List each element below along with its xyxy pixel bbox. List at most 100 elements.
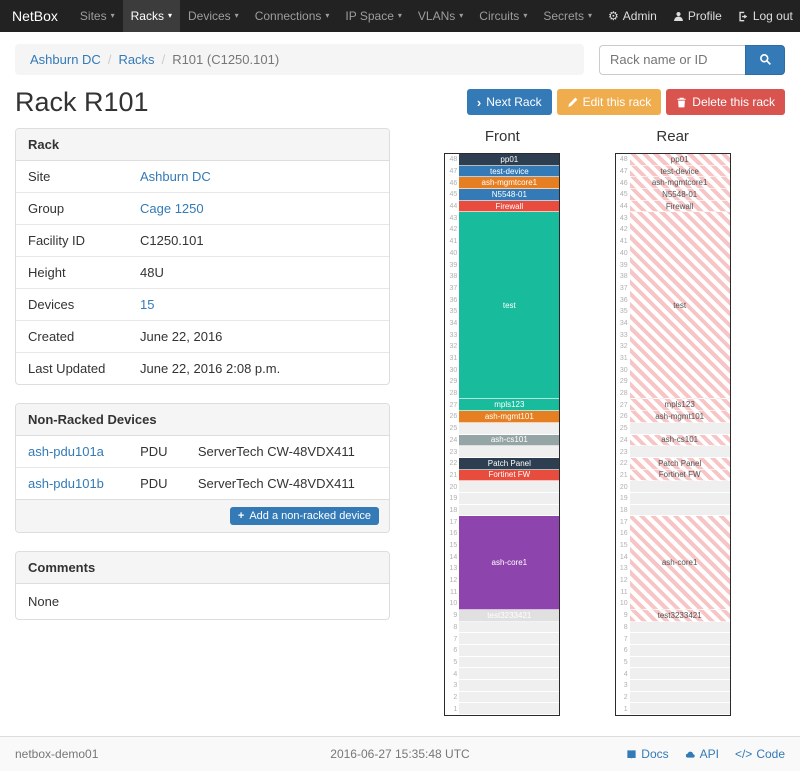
edit-rack-button[interactable]: Edit this rack <box>556 89 662 115</box>
rack-device-fortinet-fw-front[interactable]: Fortinet FW <box>459 469 560 482</box>
rack-device-ash-cs101-front[interactable]: ash-cs101 <box>459 434 560 447</box>
rack-device-ash-mgmtcore1-front[interactable]: ash-mgmtcore1 <box>459 177 560 190</box>
unit-number: 41 <box>449 238 458 246</box>
rack-device-test-device-rear[interactable]: test-device <box>629 165 730 178</box>
unit-number: 31 <box>619 355 628 363</box>
rack-attr-row-facility-id: Facility ID C1250.101 <box>16 224 389 257</box>
unit-number: 24 <box>449 436 458 444</box>
caret-down-icon: ▾ <box>110 11 115 20</box>
nav-item-racks[interactable]: Racks ▾ <box>122 0 180 32</box>
unit-number: 3 <box>453 682 458 690</box>
caret-down-icon: ▾ <box>234 11 239 20</box>
rack-slot-empty <box>629 703 730 715</box>
nav-item-sites[interactable]: Sites ▾ <box>79 9 115 23</box>
device-link[interactable]: ash-pdu101a <box>28 444 104 459</box>
rack-device-pp01-rear[interactable]: pp01 <box>629 154 730 166</box>
rack-device-n5548-01-rear[interactable]: N5548-01 <box>629 189 730 201</box>
unit-number: 33 <box>619 331 628 339</box>
rack-device-patch-panel-rear[interactable]: Patch Panel <box>629 457 730 470</box>
unit-number: 27 <box>619 401 628 409</box>
user-icon <box>673 11 684 22</box>
nav-item-profile[interactable]: Profile <box>665 0 730 32</box>
attr-value: Ashburn DC <box>128 161 389 193</box>
rack-slot-empty <box>459 481 560 493</box>
rack-device-ash-core1-front[interactable]: ash-core1 <box>459 516 560 610</box>
nav-item-vlans[interactable]: VLANs ▾ <box>417 9 464 23</box>
rack-device-test3233421-front[interactable]: test3233421 <box>459 609 560 622</box>
attr-value-link[interactable]: 15 <box>140 297 155 312</box>
unit-number: 10 <box>449 600 458 608</box>
rack-device-test-rear[interactable]: test <box>629 212 730 400</box>
rack-slot-empty <box>629 644 730 657</box>
rack-device-mpls123-front[interactable]: mpls123 <box>459 399 560 412</box>
nav-item-secrets[interactable]: Secrets ▾ <box>543 9 593 23</box>
nav-item-ip-space[interactable]: IP Space ▾ <box>345 9 402 23</box>
breadcrumb-item-r101-c1250-101-: R101 (C1250.101) <box>172 52 280 67</box>
unit-number: 6 <box>623 647 628 655</box>
breadcrumb-item-racks[interactable]: Racks <box>118 52 155 67</box>
rack-device-firewall-rear[interactable]: Firewall <box>629 200 730 213</box>
device-link[interactable]: ash-pdu101b <box>28 476 104 491</box>
unit-number: 36 <box>619 296 628 304</box>
device-type: ServerTech CW-48VDX411 <box>185 467 389 499</box>
breadcrumb-item-ashburn-dc[interactable]: Ashburn DC <box>30 52 101 67</box>
unit-number: 47 <box>449 168 458 176</box>
unit-number: 8 <box>623 623 628 631</box>
rack-device-fortinet-fw-rear[interactable]: Fortinet FW <box>629 469 730 482</box>
attr-value-link[interactable]: Ashburn DC <box>140 169 211 184</box>
footer-link-code[interactable]: </> Code <box>734 747 786 761</box>
rack-device-test3233421-rear[interactable]: test3233421 <box>629 609 730 622</box>
rack-device-pp01-front[interactable]: pp01 <box>459 154 560 166</box>
rack-device-firewall-front[interactable]: Firewall <box>459 200 560 213</box>
device-role: PDU <box>128 467 186 499</box>
rack-device-test-front[interactable]: test <box>459 212 560 400</box>
unit-number: 28 <box>619 390 628 398</box>
attr-value-link[interactable]: Cage 1250 <box>140 201 204 216</box>
nav-item-log-out[interactable]: Log out <box>730 0 800 32</box>
unit-number: 2 <box>623 693 628 701</box>
rack-slot-empty <box>459 703 560 715</box>
rack-device-n5548-01-front[interactable]: N5548-01 <box>459 189 560 201</box>
rack-slot-empty <box>459 621 560 634</box>
nav-item-devices[interactable]: Devices ▾ <box>187 9 239 23</box>
rack-device-ash-cs101-rear[interactable]: ash-cs101 <box>629 434 730 447</box>
nav-item-admin[interactable]: ⚙ Admin <box>608 9 657 23</box>
rack-device-ash-mgmt101-rear[interactable]: ash-mgmt101 <box>629 411 730 423</box>
rack-device-ash-mgmtcore1-rear[interactable]: ash-mgmtcore1 <box>629 177 730 190</box>
unit-number: 14 <box>619 553 628 561</box>
rack-device-test-device-front[interactable]: test-device <box>459 165 560 178</box>
rack-device-mpls123-rear[interactable]: mpls123 <box>629 399 730 412</box>
breadcrumb-separator: / <box>107 52 112 67</box>
caret-down-icon: ▾ <box>325 11 330 20</box>
rack-device-ash-mgmt101-front[interactable]: ash-mgmt101 <box>459 411 560 423</box>
nonracked-panel-title: Non-Racked Devices <box>16 404 389 436</box>
rack-panel: Rack Site Ashburn DC Group Cage 1250 Facilit… <box>15 128 390 385</box>
unit-number: 10 <box>619 600 628 608</box>
unit-number: 4 <box>623 670 628 678</box>
add-nonracked-device-button[interactable]: + Add a non-racked device <box>229 507 379 525</box>
rack-device-ash-core1-rear[interactable]: ash-core1 <box>629 516 730 610</box>
footer-link-docs[interactable]: Docs <box>626 747 669 761</box>
footer-link-api[interactable]: API <box>685 747 719 761</box>
delete-rack-button[interactable]: Delete this rack <box>666 89 785 115</box>
caret-down-icon: ▾ <box>167 11 172 20</box>
nav-item-connections[interactable]: Connections ▾ <box>254 9 330 23</box>
cloud-icon <box>685 749 696 760</box>
nav-item-circuits[interactable]: Circuits ▾ <box>479 9 528 23</box>
rack-attr-row-group: Group Cage 1250 <box>16 192 389 225</box>
next-rack-button[interactable]: › Next Rack <box>466 89 552 115</box>
search-input[interactable] <box>599 44 745 75</box>
search-button[interactable] <box>745 44 785 75</box>
brand[interactable]: NetBox <box>12 8 58 24</box>
footer-timestamp: 2016-06-27 15:35:48 UTC <box>330 747 470 761</box>
unit-number: 12 <box>449 577 458 585</box>
page-footer: netbox-demo01 2016-06-27 15:35:48 UTC Do… <box>0 736 800 771</box>
unit-number: 22 <box>619 460 628 468</box>
unit-number: 48 <box>449 156 458 164</box>
unit-number: 7 <box>453 635 458 643</box>
unit-number: 18 <box>619 506 628 514</box>
unit-number: 34 <box>449 319 458 327</box>
rack-rear-grid: 48 47 46 45 44 43 42 41 40 39 38 37 36 35 34 33 32 31 30 29… <box>614 153 731 716</box>
device-type: ServerTech CW-48VDX411 <box>197 444 355 459</box>
rack-device-patch-panel-front[interactable]: Patch Panel <box>459 457 560 470</box>
